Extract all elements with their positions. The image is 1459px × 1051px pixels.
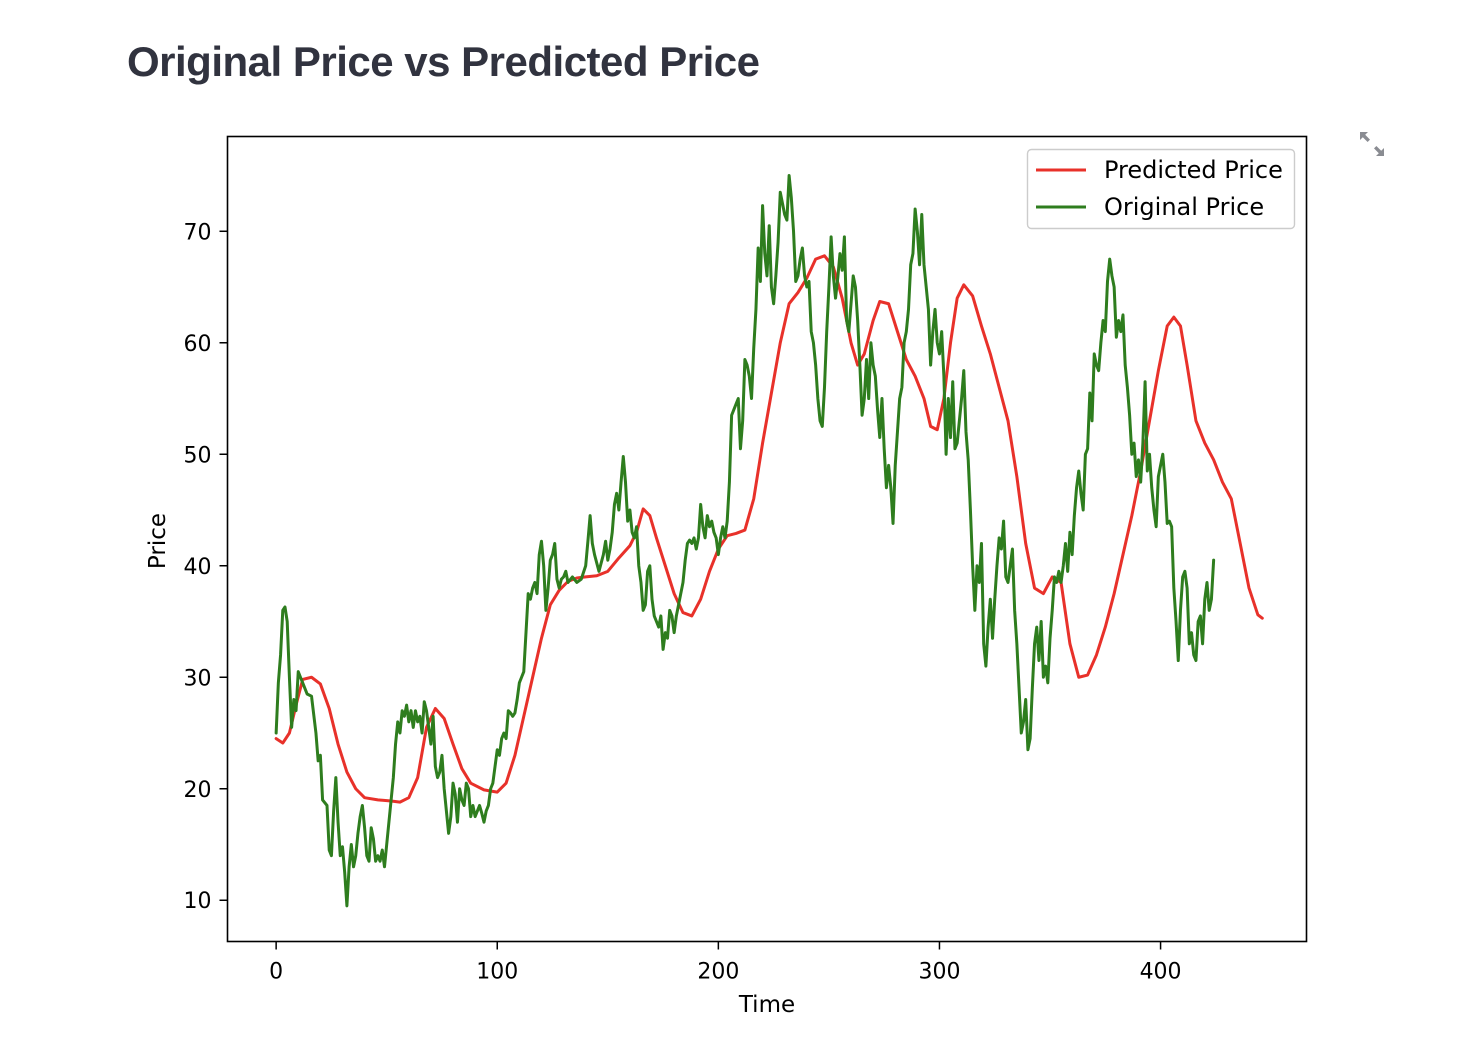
y-tick-label: 30 xyxy=(184,666,212,691)
page-title: Original Price vs Predicted Price xyxy=(127,38,760,85)
fullscreen-expand-icon xyxy=(1360,132,1384,156)
y-tick-label: 40 xyxy=(184,555,212,580)
y-tick-label: 50 xyxy=(184,443,212,468)
y-tick-label: 20 xyxy=(184,778,212,803)
y-tick-label: 60 xyxy=(184,332,212,357)
axis-ticks: 0 100 200 300 400 10 20 30 40 50 60 70 xyxy=(184,220,1182,984)
x-tick-label: 0 xyxy=(269,960,283,985)
y-tick-label: 10 xyxy=(184,889,212,914)
y-axis-label: Price xyxy=(145,513,171,569)
legend-box xyxy=(1026,148,1296,230)
legend: Predicted Price Original Price xyxy=(1026,148,1296,230)
x-axis-label: Time xyxy=(738,992,795,1018)
y-tick-label: 70 xyxy=(184,220,212,245)
series-lines xyxy=(274,174,1264,908)
legend-label-original: Original Price xyxy=(1104,193,1264,221)
x-tick-label: 100 xyxy=(476,960,518,985)
x-tick-label: 300 xyxy=(918,960,960,985)
x-tick-label: 200 xyxy=(697,960,739,985)
fullscreen-button[interactable] xyxy=(1352,124,1392,164)
series-line-original-price xyxy=(274,174,1216,908)
series-line-predicted-price xyxy=(274,254,1264,804)
legend-label-predicted: Predicted Price xyxy=(1104,156,1283,184)
x-tick-label: 400 xyxy=(1140,960,1182,985)
